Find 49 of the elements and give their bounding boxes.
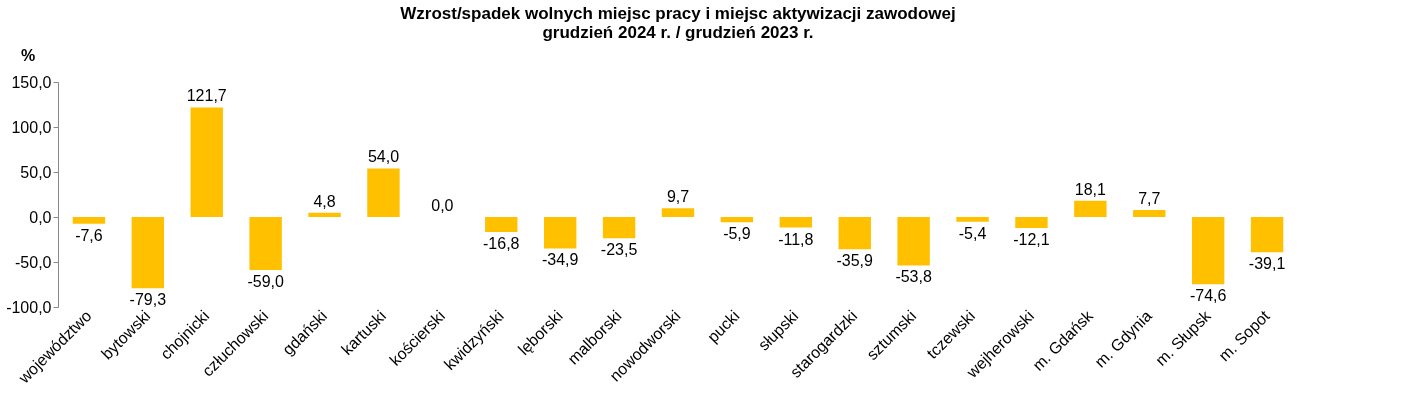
bar [1133,210,1166,217]
data-label: -5,9 [723,225,751,243]
y-tick-label: -50,0 [15,253,52,271]
bar [367,168,400,217]
bar [956,217,989,222]
data-label: -5,4 [958,224,987,242]
bar [1074,200,1107,217]
data-label: -34,9 [541,251,579,269]
bar [720,217,754,223]
data-label: -16,8 [483,235,520,253]
bar [1191,217,1225,285]
bar [249,217,282,271]
bar [190,107,223,217]
bar [838,217,871,250]
data-label: -53,8 [895,268,932,286]
bar [1250,217,1284,253]
bar [602,217,636,239]
data-label: 0,0 [431,197,454,214]
bar [897,217,930,266]
bar [308,212,341,217]
data-label: -59,0 [247,273,284,291]
data-label: 4,8 [313,192,336,210]
y-tick-label: 50,0 [20,163,52,181]
data-label: -74,6 [1189,287,1227,305]
bar [1015,217,1048,228]
data-label: 9,7 [666,188,690,206]
data-label: 121,7 [186,87,227,105]
data-label: -39,1 [1248,255,1286,273]
text: grudzień 2024 r. / grudzień 2023 r. [542,23,814,42]
data-label: -11,8 [778,230,814,248]
bar [485,217,518,233]
text: Wzrost/spadek wolnych miejsc pracy i miejsc aktywizacji zawodowej [400,4,956,23]
data-label: -35,9 [836,252,874,270]
bar [543,217,577,249]
bar [661,208,695,217]
data-label: 54,0 [367,148,400,166]
bar [131,217,165,289]
y-tick-label: 150,0 [11,73,52,91]
data-label: -79,3 [129,291,167,309]
y-axis-title: % [20,47,36,64]
bar [779,217,813,228]
data-label: -7,6 [75,226,103,244]
y-tick-label: 0,0 [29,208,52,226]
data-label: -12,1 [1013,230,1050,248]
bar [72,217,106,224]
y-tick-label: 100,0 [11,118,52,136]
data-label: 18,1 [1074,180,1107,198]
data-label: 7,7 [1138,190,1161,208]
data-label: -23,5 [600,241,638,259]
